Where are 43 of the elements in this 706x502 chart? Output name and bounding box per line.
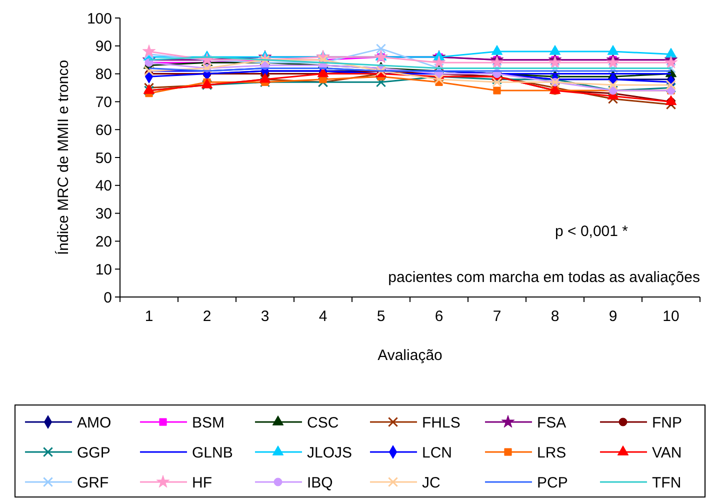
y-tick-label: 50 [95, 150, 112, 167]
legend-label: IBQ [307, 474, 333, 492]
y-tick-label: 30 [95, 206, 112, 223]
annotation: pacientes com marcha em todas as avaliações [388, 269, 700, 286]
legend-label: LRS [537, 444, 566, 462]
legend-label: HF [192, 474, 212, 492]
legend-label: VAN [652, 444, 682, 462]
y-tick-label: 90 [95, 38, 112, 56]
x-tick-label: 7 [492, 308, 502, 325]
legend-label: JC [422, 474, 440, 492]
y-tick-label: 80 [95, 66, 112, 84]
y-tick-label: 40 [95, 178, 112, 195]
x-tick-label: 10 [662, 308, 680, 325]
x-tick-label: 6 [434, 308, 444, 325]
y-tick-label: 10 [95, 261, 112, 278]
x-tick-label: 9 [608, 308, 618, 325]
y-tick-label: 0 [104, 289, 112, 306]
y-axis-title: Índice MRC de MMII e tronco [54, 60, 72, 256]
legend-label: PCP [537, 474, 568, 492]
legend-label: GGP [77, 444, 110, 462]
legend-label: LCN [422, 444, 452, 462]
legend-label: FSA [537, 414, 566, 432]
x-axis-title: Avaliação [378, 347, 442, 364]
legend-label: BSM [192, 414, 225, 432]
annotation: p < 0,001 * [555, 223, 628, 240]
y-tick-label: 20 [95, 233, 112, 250]
legend-label: GLNB [192, 444, 233, 462]
legend-label: GRF [77, 474, 109, 492]
y-tick-label: 70 [95, 94, 112, 111]
y-tick-label: 100 [86, 10, 112, 28]
x-tick-label: 4 [318, 308, 328, 325]
x-tick-label: 3 [260, 308, 270, 325]
x-tick-label: 2 [202, 308, 212, 325]
y-tick-label: 60 [95, 122, 112, 139]
legend-label: FNP [652, 414, 682, 432]
x-tick-label: 8 [550, 308, 560, 325]
x-tick-label: 1 [144, 308, 154, 325]
legend-label: CSC [307, 414, 339, 432]
legend-label: JLOJS [307, 444, 352, 462]
legend-label: FHLS [422, 414, 460, 432]
legend-label: TFN [652, 474, 682, 492]
legend-label: AMO [77, 414, 112, 432]
x-tick-label: 5 [376, 308, 386, 325]
